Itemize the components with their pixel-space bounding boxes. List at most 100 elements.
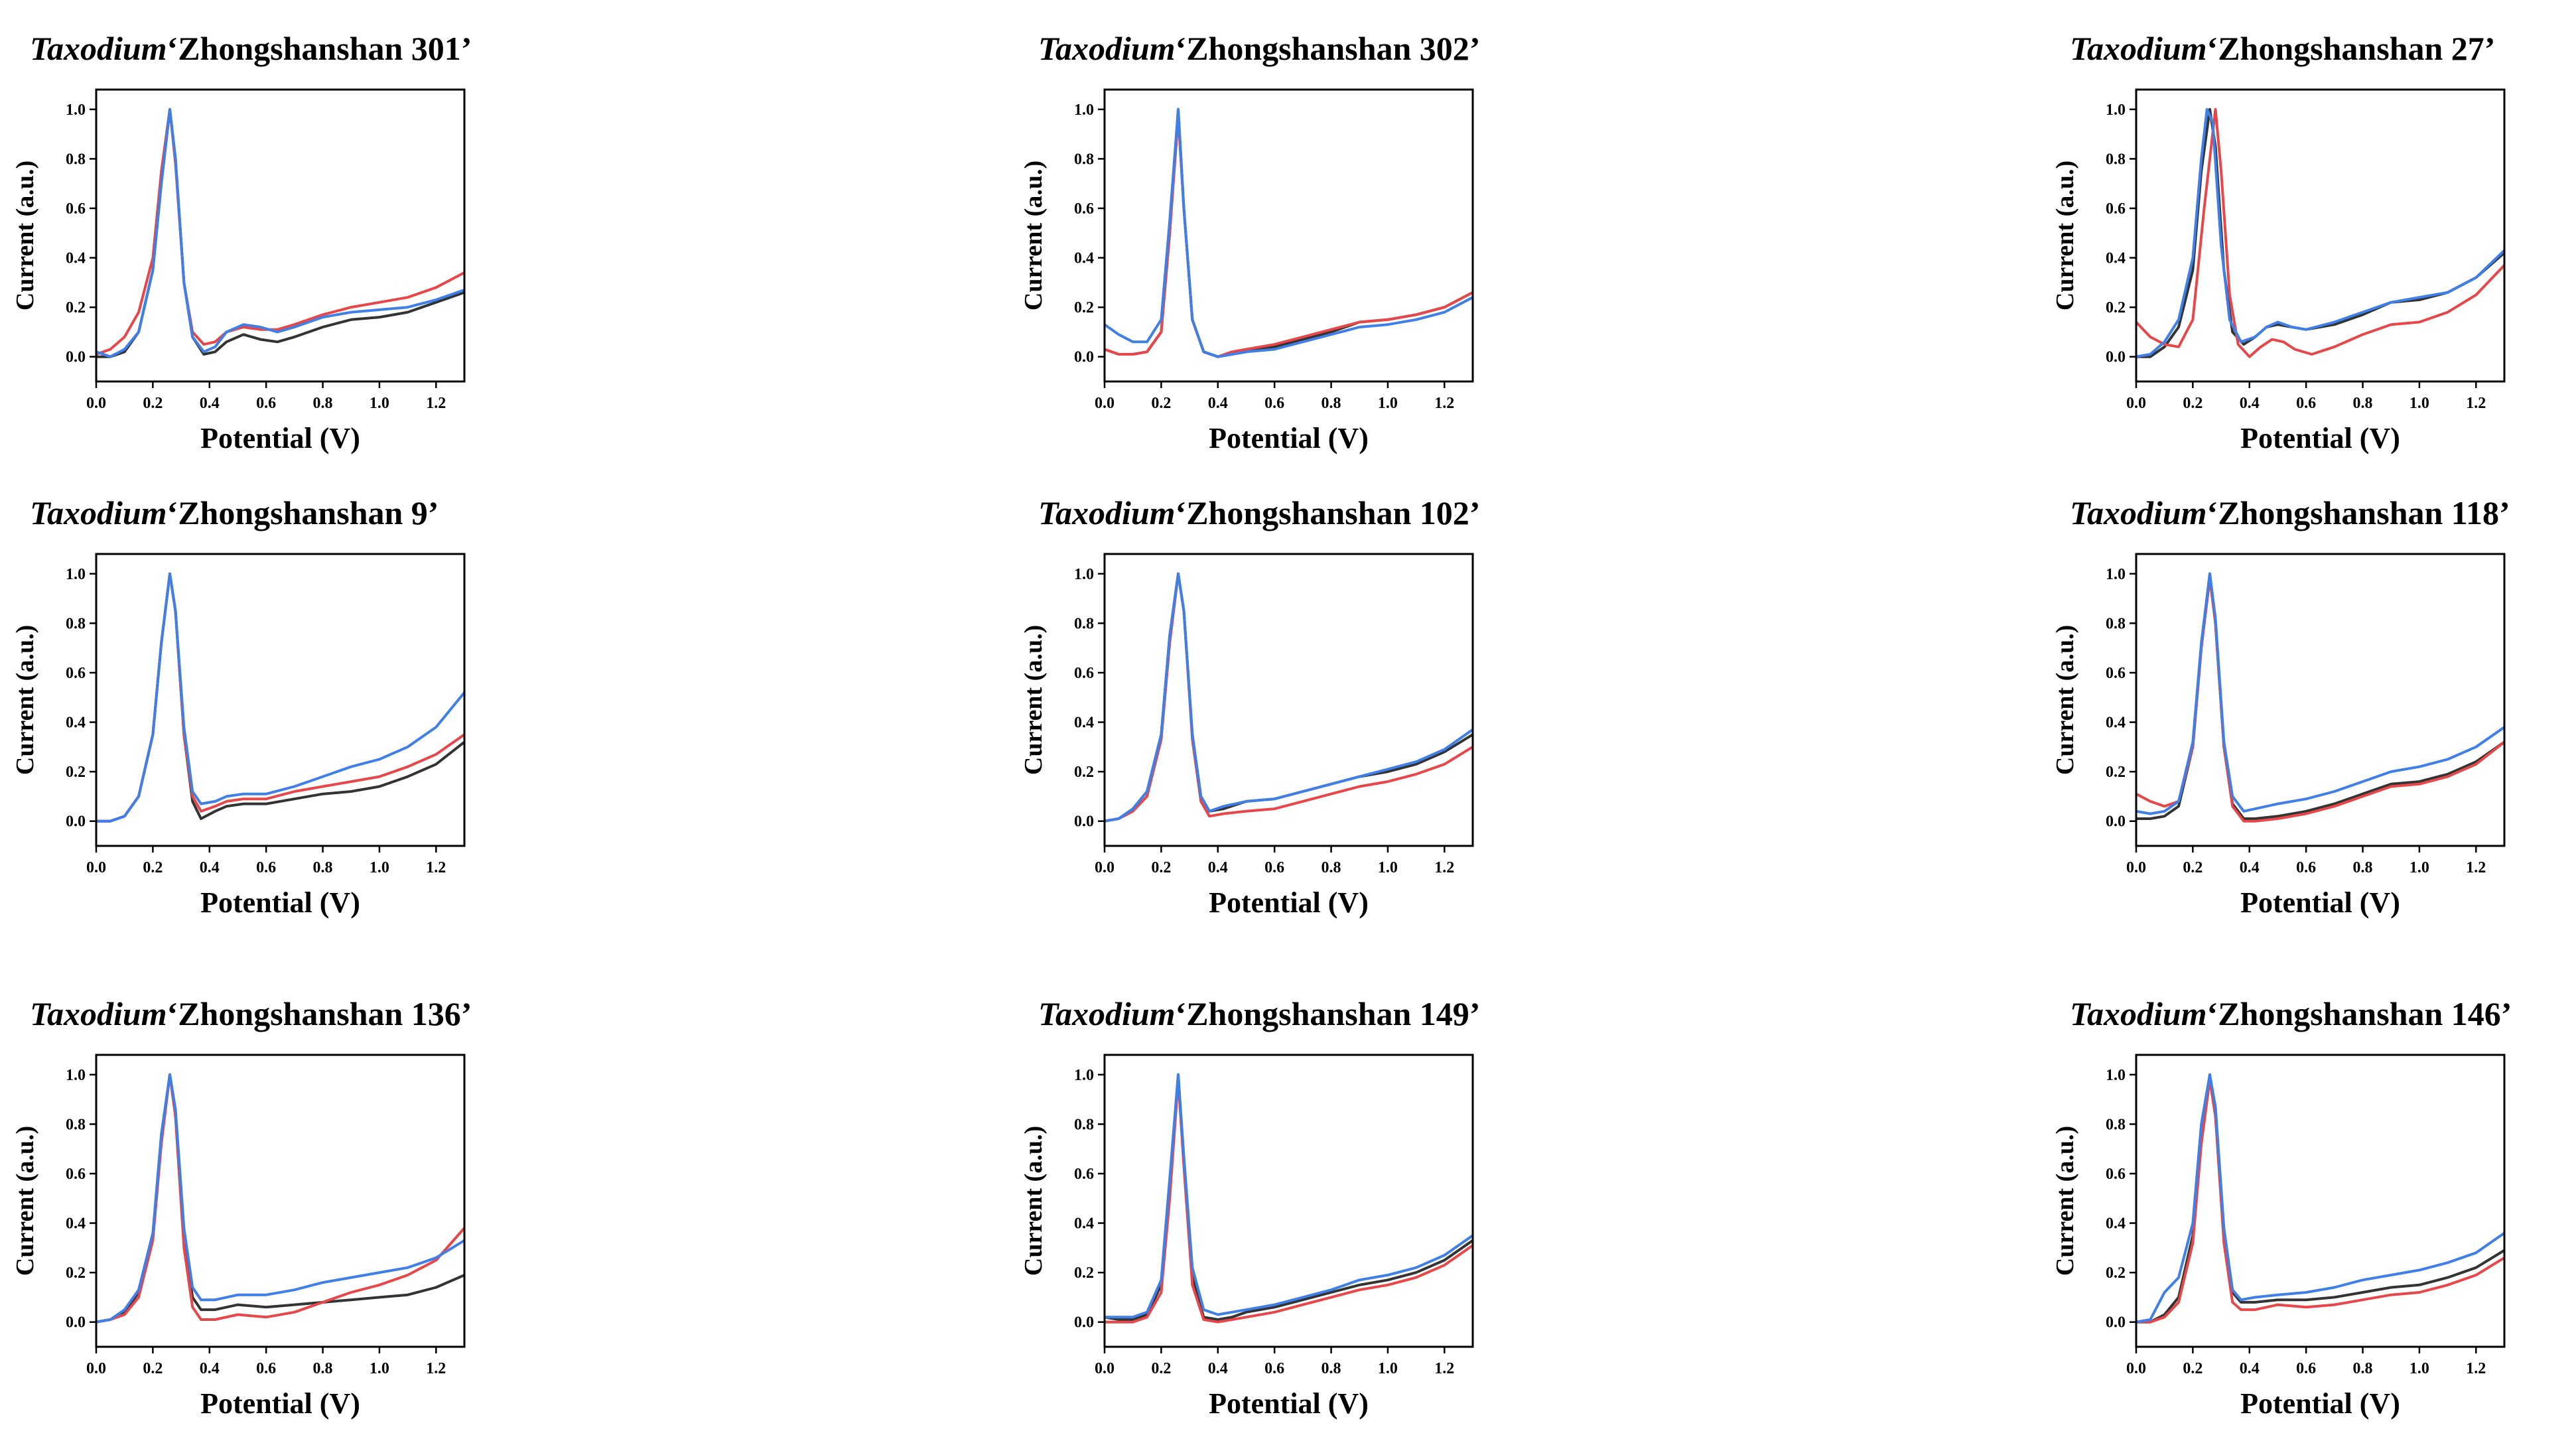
- x-axis-label: Potential (V): [2240, 886, 2400, 919]
- x-tick-label: 1.2: [426, 859, 446, 876]
- chart-title: Taxodium‘Zhongshanshan 301’: [30, 30, 472, 67]
- y-tick-label: 1.0: [66, 566, 86, 583]
- y-tick-label: 0.0: [66, 1314, 86, 1332]
- x-tick-label: 0.2: [1151, 395, 1171, 412]
- series-line-blue: [2136, 1073, 2504, 1324]
- x-tick-label: 1.0: [2409, 859, 2429, 876]
- series-line-red: [96, 572, 464, 823]
- x-tick-label: 0.8: [2353, 1360, 2373, 1377]
- series-line-red: [96, 1073, 464, 1324]
- y-tick-label: 0.0: [2106, 813, 2126, 831]
- x-tick-label: 0.4: [1208, 395, 1228, 412]
- chart-title-rest: ‘Zhongshanshan 9’: [167, 494, 439, 531]
- x-tick-label: 1.2: [2466, 859, 2486, 876]
- x-tick-label: 1.2: [1434, 859, 1454, 876]
- x-tick-label: 0.0: [2126, 1360, 2146, 1377]
- chart-panel: Taxodium‘Zhongshanshan 118’ 0.0 0.2 0.4 0.6 0…: [2051, 494, 2510, 919]
- x-tick-label: 1.0: [2409, 395, 2429, 412]
- x-tick-label: 0.6: [2296, 1360, 2316, 1377]
- chart-panel: Taxodium‘Zhongshanshan 136’ 0.0 0.2 0.4 0.6 0…: [11, 995, 472, 1420]
- x-tick-label: 1.2: [2466, 1360, 2486, 1377]
- x-tick-label: 0.6: [2296, 395, 2316, 412]
- x-axis-label: Potential (V): [1209, 1387, 1369, 1420]
- x-axis-label: Potential (V): [200, 1387, 360, 1420]
- series-line-red: [1105, 1078, 1473, 1324]
- series-line-black: [96, 1073, 464, 1324]
- series-line-blue: [96, 1073, 464, 1324]
- x-tick-label: 0.2: [2183, 1360, 2203, 1377]
- chart-title: Taxodium‘Zhongshanshan 118’: [2070, 494, 2510, 531]
- x-axis-label: Potential (V): [1209, 886, 1369, 919]
- y-tick-label: 0.6: [66, 1166, 86, 1183]
- plot-frame: [2135, 88, 2506, 383]
- x-tick-label: 0.4: [2240, 395, 2260, 412]
- plot-frame: [1103, 88, 1474, 383]
- y-tick-label: 1.0: [2106, 102, 2126, 119]
- x-tick-label: 0.2: [1151, 1360, 1171, 1377]
- chart-title-italic: Taxodium: [1038, 995, 1176, 1032]
- x-tick-label: 0.0: [2126, 395, 2146, 412]
- x-tick-label: 0.2: [143, 395, 163, 412]
- y-tick-label: 1.0: [1074, 102, 1094, 119]
- x-tick-label: 0.4: [2240, 1360, 2260, 1377]
- y-tick-label: 0.2: [66, 299, 86, 316]
- x-tick-label: 0.6: [1264, 859, 1284, 876]
- y-tick-label: 0.4: [66, 715, 86, 732]
- chart-title-rest: ‘Zhongshanshan 118’: [2207, 494, 2510, 531]
- y-tick-label: 0.4: [66, 1215, 86, 1233]
- y-tick-label: 0.4: [2106, 1215, 2126, 1233]
- chart-title: Taxodium‘Zhongshanshan 149’: [1038, 995, 1480, 1032]
- x-tick-label: 0.8: [2353, 395, 2373, 412]
- y-tick-label: 0.6: [1074, 1166, 1094, 1183]
- y-tick-label: 1.0: [2106, 566, 2126, 583]
- chart-title-italic: Taxodium: [1038, 494, 1176, 531]
- x-tick-label: 0.8: [313, 859, 333, 876]
- x-axis-label: Potential (V): [2240, 1387, 2400, 1420]
- y-tick-label: 0.2: [66, 764, 86, 781]
- y-tick-label: 0.4: [66, 250, 86, 267]
- x-tick-label: 0.8: [1322, 395, 1341, 412]
- y-tick-label: 0.4: [2106, 715, 2126, 732]
- chart-title: Taxodium‘Zhongshanshan 302’: [1038, 30, 1480, 67]
- y-tick-label: 1.0: [1074, 1067, 1094, 1084]
- series-line-black: [1105, 572, 1473, 823]
- x-tick-label: 1.0: [370, 1360, 389, 1377]
- chart-title-rest: ‘Zhongshanshan 302’: [1176, 30, 1481, 67]
- x-tick-label: 0.0: [1095, 395, 1115, 412]
- chart-title: Taxodium‘Zhongshanshan 9’: [30, 494, 439, 531]
- y-tick-label: 0.8: [66, 1116, 86, 1133]
- y-axis-label: Current (a.u.): [11, 625, 39, 775]
- y-tick-label: 0.6: [2106, 1166, 2126, 1183]
- chart-title-rest: ‘Zhongshanshan 149’: [1176, 995, 1481, 1032]
- y-axis-label: Current (a.u.): [1020, 625, 1048, 775]
- x-tick-label: 0.4: [200, 395, 220, 412]
- chart-panel: Taxodium‘Zhongshanshan 301’ 0.0 0.2 0.4 0.6 0…: [11, 30, 472, 454]
- y-axis-label: Current (a.u.): [2051, 161, 2079, 310]
- chart-title-rest: ‘Zhongshanshan 146’: [2207, 995, 2512, 1032]
- y-tick-label: 0.2: [1074, 299, 1094, 316]
- x-tick-label: 0.8: [313, 1360, 333, 1377]
- x-tick-label: 0.6: [2296, 859, 2316, 876]
- y-axis-label: Current (a.u.): [1020, 161, 1048, 310]
- x-tick-label: 0.2: [2183, 395, 2203, 412]
- x-tick-label: 0.6: [256, 859, 276, 876]
- y-tick-label: 1.0: [66, 1067, 86, 1084]
- chart-title-italic: Taxodium: [2070, 995, 2207, 1032]
- chart-title-italic: Taxodium: [30, 30, 167, 67]
- chart-panel: Taxodium‘Zhongshanshan 146’ 0.0 0.2 0.4 0.6 0…: [2051, 995, 2512, 1420]
- chart-title-italic: Taxodium: [1038, 30, 1176, 67]
- x-tick-label: 0.6: [1264, 395, 1284, 412]
- series-line-black: [2136, 1073, 2504, 1324]
- y-tick-label: 0.2: [66, 1265, 86, 1282]
- x-tick-label: 0.2: [143, 1360, 163, 1377]
- y-axis-label: Current (a.u.): [11, 1126, 39, 1276]
- y-tick-label: 0.2: [2106, 1265, 2126, 1282]
- x-tick-label: 0.6: [256, 395, 276, 412]
- chart-title-rest: ‘Zhongshanshan 301’: [167, 30, 472, 67]
- y-tick-label: 0.0: [1074, 813, 1094, 831]
- y-tick-label: 0.0: [1074, 1314, 1094, 1332]
- series-line-blue: [2136, 107, 2504, 358]
- y-tick-label: 0.0: [2106, 1314, 2126, 1332]
- y-tick-label: 0.4: [1074, 1215, 1094, 1233]
